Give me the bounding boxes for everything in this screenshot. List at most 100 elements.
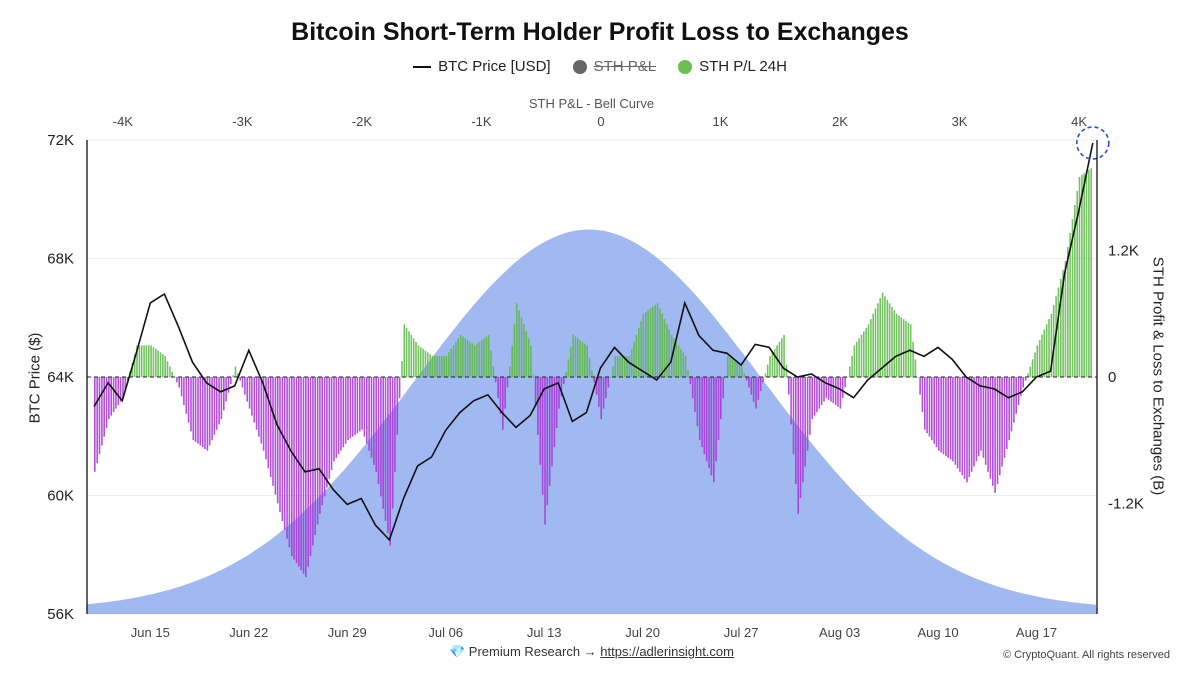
sth-pl-bar: [487, 334, 490, 377]
sth-pl-bar: [230, 377, 232, 384]
sth-pl-bar: [616, 355, 619, 377]
sth-pl-bar: [190, 377, 192, 432]
sth-pl-bar: [928, 377, 931, 437]
sth-pl-bar: [898, 315, 900, 377]
sth-pl-bar: [680, 348, 682, 377]
sth-pl-bar: [846, 377, 849, 378]
footer-link[interactable]: https://adlerinsight.com: [600, 644, 734, 659]
sth-pl-bar: [520, 317, 523, 377]
sth-pl-bar: [396, 377, 399, 435]
sth-pl-bar: [370, 377, 373, 458]
right-tick-label: -1.2K: [1108, 495, 1144, 512]
sth-pl-bar: [455, 341, 457, 377]
sth-pl-bar: [192, 377, 195, 441]
sth-pl-bar: [124, 377, 127, 390]
sth-pl-bar: [555, 377, 558, 428]
top-tick-label: -4K: [113, 114, 134, 129]
sth-pl-bar: [619, 355, 621, 377]
sth-pl-bar: [874, 308, 877, 377]
sth-pl-bar: [415, 341, 417, 377]
sth-pl-bar: [223, 377, 225, 411]
sth-pl-bar: [1081, 175, 1083, 377]
sth-pl-bar: [973, 377, 975, 467]
sth-pl-bar: [220, 377, 223, 420]
sth-pl-bar: [286, 377, 288, 539]
sth-pl-bar: [344, 377, 347, 444]
sth-pl-bar: [626, 355, 628, 377]
sth-pl-bar: [267, 377, 270, 469]
sth-pl-bar: [176, 377, 178, 383]
sth-pl-bar: [839, 377, 842, 409]
sth-pl-bar: [778, 341, 781, 377]
sth-pl-bar: [387, 377, 389, 534]
sth-pl-bar: [527, 338, 530, 377]
sth-pl-bar: [809, 377, 811, 435]
bottom-tick-label: Jun 15: [131, 625, 170, 640]
right-tick-label: 0: [1108, 369, 1116, 386]
sth-pl-bar: [1057, 287, 1060, 377]
sth-pl-bar: [105, 377, 108, 428]
sth-pl-bar: [799, 377, 802, 499]
sth-pl-bar: [731, 359, 734, 377]
legend-item-btc-price[interactable]: BTC Price [USD]: [413, 58, 551, 75]
sth-pl-bar: [269, 377, 272, 478]
sth-pl-bar: [1085, 171, 1088, 377]
sth-pl-bar: [1003, 377, 1006, 458]
sth-pl-bar: [902, 319, 905, 377]
sth-pl-bar: [649, 308, 652, 377]
sth-pl-bar: [919, 377, 921, 395]
sth-pl-bar: [377, 377, 380, 485]
sth-pl-bar: [591, 370, 593, 377]
sth-pl-bar: [849, 366, 851, 377]
sth-pl-bar: [1010, 377, 1013, 432]
sth-pl-bar: [994, 377, 996, 493]
sth-pl-bar: [938, 377, 940, 451]
sth-pl-bar: [169, 366, 171, 377]
sth-pl-bar: [1006, 377, 1008, 449]
sth-pl-bar: [858, 338, 860, 377]
legend-item-sth-pl-24h[interactable]: STH P/L 24H: [678, 58, 787, 75]
top-axis-title: STH P&L - Bell Curve: [528, 96, 655, 111]
sth-pl-bar: [893, 310, 896, 377]
sth-pl-bar: [595, 377, 598, 395]
sth-pl-bar: [1017, 377, 1020, 406]
sth-pl-bar: [851, 355, 853, 377]
sth-pl-bar: [518, 310, 520, 377]
top-tick-label: -1K: [471, 114, 492, 129]
sth-pl-bar: [438, 355, 441, 377]
sth-pl-bar: [464, 338, 467, 377]
sth-pl-bar: [239, 377, 241, 381]
sth-pl-bar: [384, 377, 387, 521]
sth-pl-bar: [659, 308, 661, 377]
sth-pl-bar: [764, 373, 767, 377]
sth-pl-bar: [171, 371, 173, 377]
sth-pl-bar: [218, 377, 220, 425]
sth-pl-bar: [1036, 345, 1039, 377]
sth-pl-bar: [150, 345, 152, 377]
bottom-tick-label: Jul 06: [428, 625, 463, 640]
sth-pl-bar: [856, 341, 858, 377]
sth-pl-bar: [429, 354, 431, 377]
footer-prefix: 💎 Premium Research →: [449, 644, 597, 659]
sth-pl-bar: [403, 324, 406, 377]
sth-pl-bar: [232, 375, 234, 377]
bottom-tick-label: Jun 22: [229, 625, 268, 640]
sth-pl-bar: [1090, 168, 1092, 377]
sth-pl-bar: [989, 377, 992, 479]
sth-pl-bar: [757, 377, 760, 400]
btc-price-line: [93, 142, 1094, 542]
legend-item-sth-pl[interactable]: STH P&L: [572, 58, 656, 75]
chart-title: Bitcoin Short-Term Holder Profit Loss to…: [291, 18, 909, 46]
sth-pl-bar: [551, 377, 553, 467]
sth-pl-bar: [544, 377, 546, 525]
sth-pl-bar: [977, 377, 980, 456]
sth-pl-bar: [673, 338, 675, 377]
sth-pl-bar: [738, 364, 741, 377]
sth-pl-bar: [834, 377, 837, 406]
legend-label-btc-price: BTC Price [USD]: [438, 58, 551, 75]
sth-pl-bar: [952, 377, 954, 462]
sth-pl-bar: [291, 377, 293, 557]
sth-pl-bar: [710, 377, 713, 476]
sth-pl-bar: [178, 377, 180, 388]
sth-pl-bar: [101, 377, 103, 446]
